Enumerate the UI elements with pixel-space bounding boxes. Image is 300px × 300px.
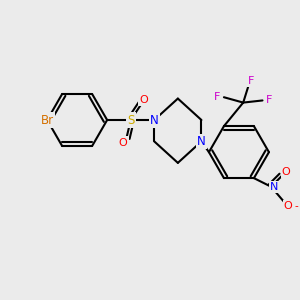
Text: F: F: [214, 92, 221, 102]
Text: O: O: [284, 201, 292, 211]
Text: S: S: [127, 113, 134, 127]
Text: Br: Br: [40, 113, 54, 127]
Text: O: O: [282, 167, 290, 177]
Text: N: N: [270, 182, 278, 192]
Text: -: -: [295, 201, 298, 211]
Text: O: O: [119, 137, 128, 148]
Text: O: O: [139, 94, 148, 105]
Text: N: N: [197, 135, 206, 148]
Text: N: N: [150, 113, 159, 127]
Text: F: F: [266, 95, 272, 105]
Text: F: F: [248, 76, 254, 86]
